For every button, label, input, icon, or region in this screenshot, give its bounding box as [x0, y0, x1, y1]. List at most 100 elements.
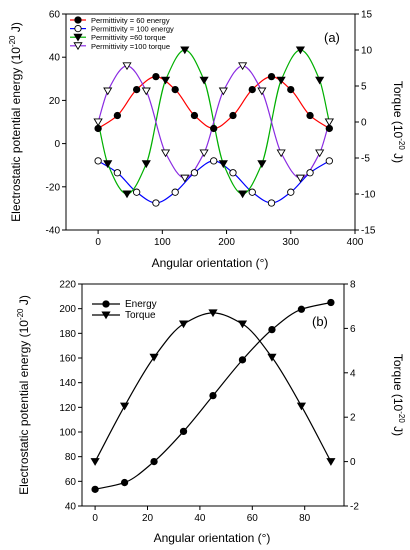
data-point-series-2: [325, 157, 333, 165]
legend-entry-2: Torque: [125, 310, 156, 321]
y-left-tick-label: -20: [46, 182, 61, 193]
data-point-series-2: [237, 320, 248, 329]
data-point-series-1: [306, 111, 314, 120]
y-axis-label-left-b: Electrostatic potential energy (10-20 J): [16, 295, 31, 495]
data-point-series-2: [287, 188, 295, 196]
data-point-series-4: [315, 149, 325, 158]
data-point-series-3: [180, 46, 190, 55]
data-point-series-4: [257, 87, 267, 96]
data-point-series-2: [229, 169, 237, 177]
chart-panel-a: 0 100 200 300 400 -40 -20 0 20 40 60 -15 -10 -5 0 5 10 15…: [8, 10, 406, 271]
data-point-series-2: [248, 188, 256, 196]
data-point-series-4: [276, 149, 286, 158]
data-point-series-1: [132, 85, 141, 94]
x-tick-label: 40: [194, 513, 206, 524]
data-point-series-2: [132, 188, 141, 196]
legend-marker-2: [74, 24, 82, 33]
x-tick-label: 300: [282, 237, 299, 248]
x-tick-label: 400: [347, 237, 364, 248]
y-left-tick-label: 80: [65, 452, 77, 463]
y-left-tick-label: 0: [54, 139, 60, 150]
x-tick-label: 200: [218, 237, 235, 248]
data-point-series-2: [90, 458, 100, 466]
y-axis-label-right-b: Torque (10-20 J): [391, 354, 406, 436]
y-left-tick-label: 180: [59, 329, 76, 340]
legend-marker-1: [74, 16, 82, 24]
y-left-tick-label: 100: [59, 428, 76, 439]
data-point-series-2: [171, 188, 179, 196]
data-point-series-1: [190, 111, 199, 120]
x-tick-label: 0: [92, 513, 98, 524]
data-point-series-2: [113, 169, 122, 177]
data-point-series-4: [141, 87, 151, 96]
data-point-series-2: [94, 157, 102, 165]
data-point-series-2: [208, 309, 218, 318]
legend-marker-2: [101, 311, 111, 320]
axis-ticks-a: 0 100 200 300 400 -40 -20 0 20 40 60 -15 -10 -5 0 5 10 15: [46, 10, 376, 249]
data-point-series-2: [190, 169, 199, 177]
y-right-tick-label: -10: [361, 190, 376, 201]
y-left-tick-label: -40: [46, 226, 61, 237]
y-right-tick-label: -5: [361, 154, 370, 165]
y-right-tick-label: 0: [350, 457, 356, 468]
y-right-tick-label: 15: [361, 10, 373, 21]
legend-entry-2: Permittivity = 100 energy: [91, 25, 174, 34]
data-point-series-1: [229, 111, 237, 120]
data-point-series-1: [238, 356, 247, 364]
y-right-tick-label: 5: [361, 82, 367, 93]
data-point-series-2: [296, 402, 307, 411]
data-point-series-2: [152, 199, 160, 207]
series-markers-a: [93, 46, 334, 207]
data-point-series-2: [210, 157, 218, 165]
data-point-series-1: [152, 72, 160, 81]
legend-marker-4: [73, 42, 83, 51]
axis-ticks-b: 0 20 40 60 80 40 60 80 100 120 140 160 180 200 220 -2 0 2…: [59, 280, 359, 525]
data-point-series-1: [268, 325, 276, 334]
data-point-series-1: [150, 457, 158, 466]
data-point-series-3: [103, 160, 113, 169]
data-point-series-2: [326, 458, 336, 466]
y-left-tick-label: 220: [59, 280, 76, 291]
y-right-tick-label: 10: [361, 46, 373, 57]
legend-entry-4: Permittivity =100 torque: [91, 42, 170, 51]
data-point-series-4: [238, 62, 248, 71]
data-point-series-2: [267, 199, 276, 207]
legend-marker-1: [102, 300, 110, 308]
data-point-series-3: [295, 46, 305, 55]
data-point-series-3: [276, 76, 286, 85]
data-point-series-3: [160, 76, 171, 85]
x-tick-label: 0: [95, 237, 101, 248]
data-point-series-1: [120, 478, 129, 487]
plot-frame-a: [65, 13, 356, 231]
data-point-series-2: [149, 353, 159, 362]
data-point-series-4: [295, 174, 305, 183]
data-point-series-4: [160, 149, 171, 158]
series-markers-b: [90, 298, 336, 493]
data-point-series-2: [306, 169, 314, 177]
data-point-series-4: [180, 174, 190, 183]
y-left-tick-label: 120: [59, 403, 76, 414]
x-tick-label: 20: [142, 513, 154, 524]
y-right-tick-label: 0: [361, 118, 367, 129]
y-right-tick-label: -2: [350, 502, 359, 513]
x-tick-label: 60: [247, 513, 259, 524]
y-axis-label-left-a: Electrostatic potential energy (10-20 J): [8, 22, 23, 222]
data-point-series-1: [113, 111, 122, 120]
legend-entry-1: Permittivity = 60 energy: [91, 16, 170, 25]
y-right-tick-label: 6: [350, 324, 356, 335]
y-left-tick-label: 40: [65, 502, 77, 513]
x-axis-label-a: Angular orientation (°): [152, 256, 269, 270]
legend-marker-3: [73, 33, 83, 42]
y-left-tick-label: 20: [49, 96, 61, 107]
data-point-series-4: [199, 149, 209, 158]
legend-entry-1: Energy: [125, 299, 157, 310]
y-left-tick-label: 40: [49, 53, 61, 64]
chart-panel-b: 0 20 40 60 80 40 60 80 100 120 140 160 180 200 220 -2 0 2…: [16, 280, 406, 546]
data-point-series-1: [287, 85, 295, 94]
data-point-series-1: [210, 124, 218, 133]
data-point-series-1: [248, 85, 256, 94]
x-axis-label-b: Angular orientation (°): [154, 531, 271, 545]
data-point-series-3: [257, 160, 267, 169]
data-point-series-3: [141, 160, 151, 169]
